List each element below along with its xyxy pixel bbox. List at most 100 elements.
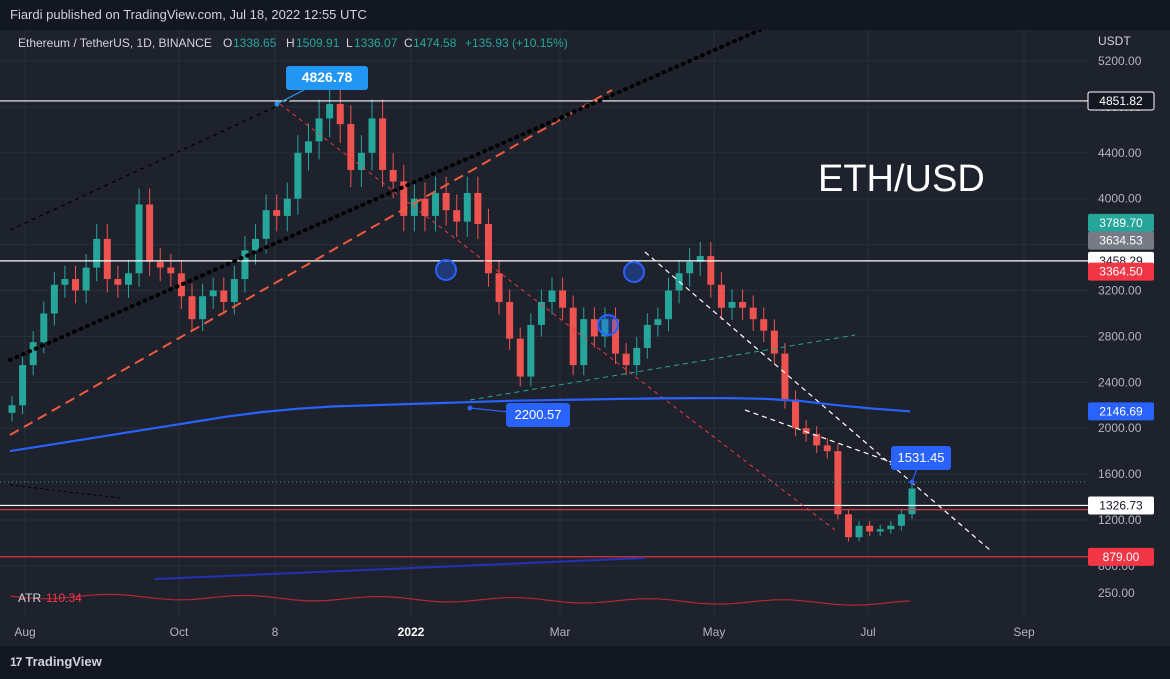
white-minor-trendline [744, 409, 906, 468]
candle-body [241, 250, 249, 280]
candle-body [569, 307, 577, 366]
price-axis-label-bg [1087, 91, 1155, 111]
candle-body [368, 118, 376, 153]
candle-body [61, 279, 69, 285]
price-axis-label: 3364.50 [1099, 265, 1143, 279]
tradingview-logo[interactable]: 17 TradingView [10, 654, 102, 669]
candle-body [622, 353, 630, 366]
candle-body [537, 301, 545, 325]
time-tick-label: Aug [14, 625, 35, 639]
candle-body [484, 223, 492, 274]
price-tick-label: 3200.00 [1098, 284, 1142, 298]
candle-body [93, 238, 101, 268]
candle-body [114, 279, 122, 285]
candle-body [559, 290, 567, 308]
candle-body [855, 525, 863, 538]
candle-body [834, 451, 842, 515]
candle-body [781, 353, 789, 400]
candle-body [633, 347, 641, 366]
price-tick-label: 4400.00 [1098, 146, 1142, 160]
atr-pane [9, 593, 911, 606]
callout-value: 1531.45 [898, 450, 945, 465]
price-callouts: 4826.78 2200.57 1531.45 [274, 66, 951, 485]
chart-annotation-title: ETH/USD [818, 158, 985, 200]
candle-body [887, 525, 895, 530]
candle-body [146, 204, 154, 262]
candle-body [813, 433, 821, 446]
candle-body [19, 365, 27, 406]
candle-body [664, 290, 672, 320]
callout-anchor-dot [909, 479, 915, 485]
price-axis-label: 3789.70 [1099, 216, 1143, 230]
price-axis-label-bg [1088, 262, 1154, 281]
candle-body [336, 103, 344, 125]
price-tick-label: 1200.00 [1098, 513, 1142, 527]
candle-body [304, 141, 312, 153]
footer-bar: 17 TradingView [0, 646, 1170, 679]
candle-body [72, 279, 80, 291]
candle-body [495, 273, 503, 302]
candle-body [421, 198, 429, 216]
atr-scale: 250.00 [1098, 586, 1135, 600]
time-tick-label: May [703, 625, 726, 639]
price-tick-label: 2400.00 [1098, 375, 1142, 389]
moving-average-line [9, 397, 911, 580]
close-label: C [404, 36, 413, 50]
pattern-circle-marker [435, 259, 457, 281]
candle-body [315, 118, 323, 142]
price-axis-label: 879.00 [1103, 550, 1140, 564]
candlestick-series [8, 84, 916, 542]
high-value: 1509.91 [296, 36, 340, 50]
candle-body [124, 273, 132, 285]
time-tick-label: Mar [550, 625, 571, 639]
candle-body [135, 204, 143, 274]
candle-body [453, 210, 461, 222]
price-chart[interactable]: 5200.004800.004400.004000.003600.003200.… [0, 30, 1170, 646]
candle-body [876, 529, 884, 532]
candle-body [379, 118, 387, 171]
callout-box [891, 446, 951, 470]
candle-body [463, 192, 471, 222]
candle-body [442, 192, 450, 211]
candle-body [686, 261, 694, 274]
tradingview-logo-icon: 17 [10, 655, 22, 669]
candle-body [601, 319, 609, 337]
candle-body [82, 267, 90, 291]
white-descending-line [644, 251, 991, 551]
candle-body [103, 238, 111, 280]
candle-body [866, 525, 874, 532]
candle-body [209, 290, 217, 297]
pattern-circle-marker [597, 314, 619, 336]
candle-body [347, 124, 355, 171]
candle-body [770, 330, 778, 354]
low-label: L [346, 36, 353, 50]
ma-polyline [9, 397, 911, 453]
candle-body [167, 267, 175, 274]
candle-body [40, 313, 48, 343]
candle-body [707, 256, 715, 285]
open-value: 1338.65 [233, 36, 277, 50]
candle-body [262, 210, 270, 239]
candle-body [897, 514, 905, 526]
candle-body [548, 290, 556, 302]
price-axis-label: 1326.73 [1099, 498, 1143, 512]
time-axis[interactable]: Aug Oct 8 2022 Mar May Jul Sep [14, 625, 1035, 639]
price-tick-label: 2000.00 [1098, 421, 1142, 435]
horizontal-levels [0, 100, 1088, 558]
candle-body [717, 284, 725, 308]
callout-value: 4826.78 [302, 69, 353, 85]
tradingview-brand: TradingView [25, 654, 102, 669]
pattern-circle-marker [623, 261, 645, 283]
candle-body [802, 428, 810, 434]
price-tick-label: 5200.00 [1098, 54, 1142, 68]
callout-box [286, 66, 368, 90]
close-value: 1474.58 [413, 36, 457, 50]
price-tick-label: 4000.00 [1098, 192, 1142, 206]
time-tick-label: Jul [860, 625, 875, 639]
atr-line [9, 593, 911, 606]
symbol-legend[interactable]: Ethereum / TetherUS, 1D, BINANCE [18, 36, 212, 50]
candle-body [516, 338, 524, 377]
candle-body [580, 319, 588, 366]
candle-body [29, 342, 37, 366]
time-tick-label: 8 [272, 625, 279, 639]
